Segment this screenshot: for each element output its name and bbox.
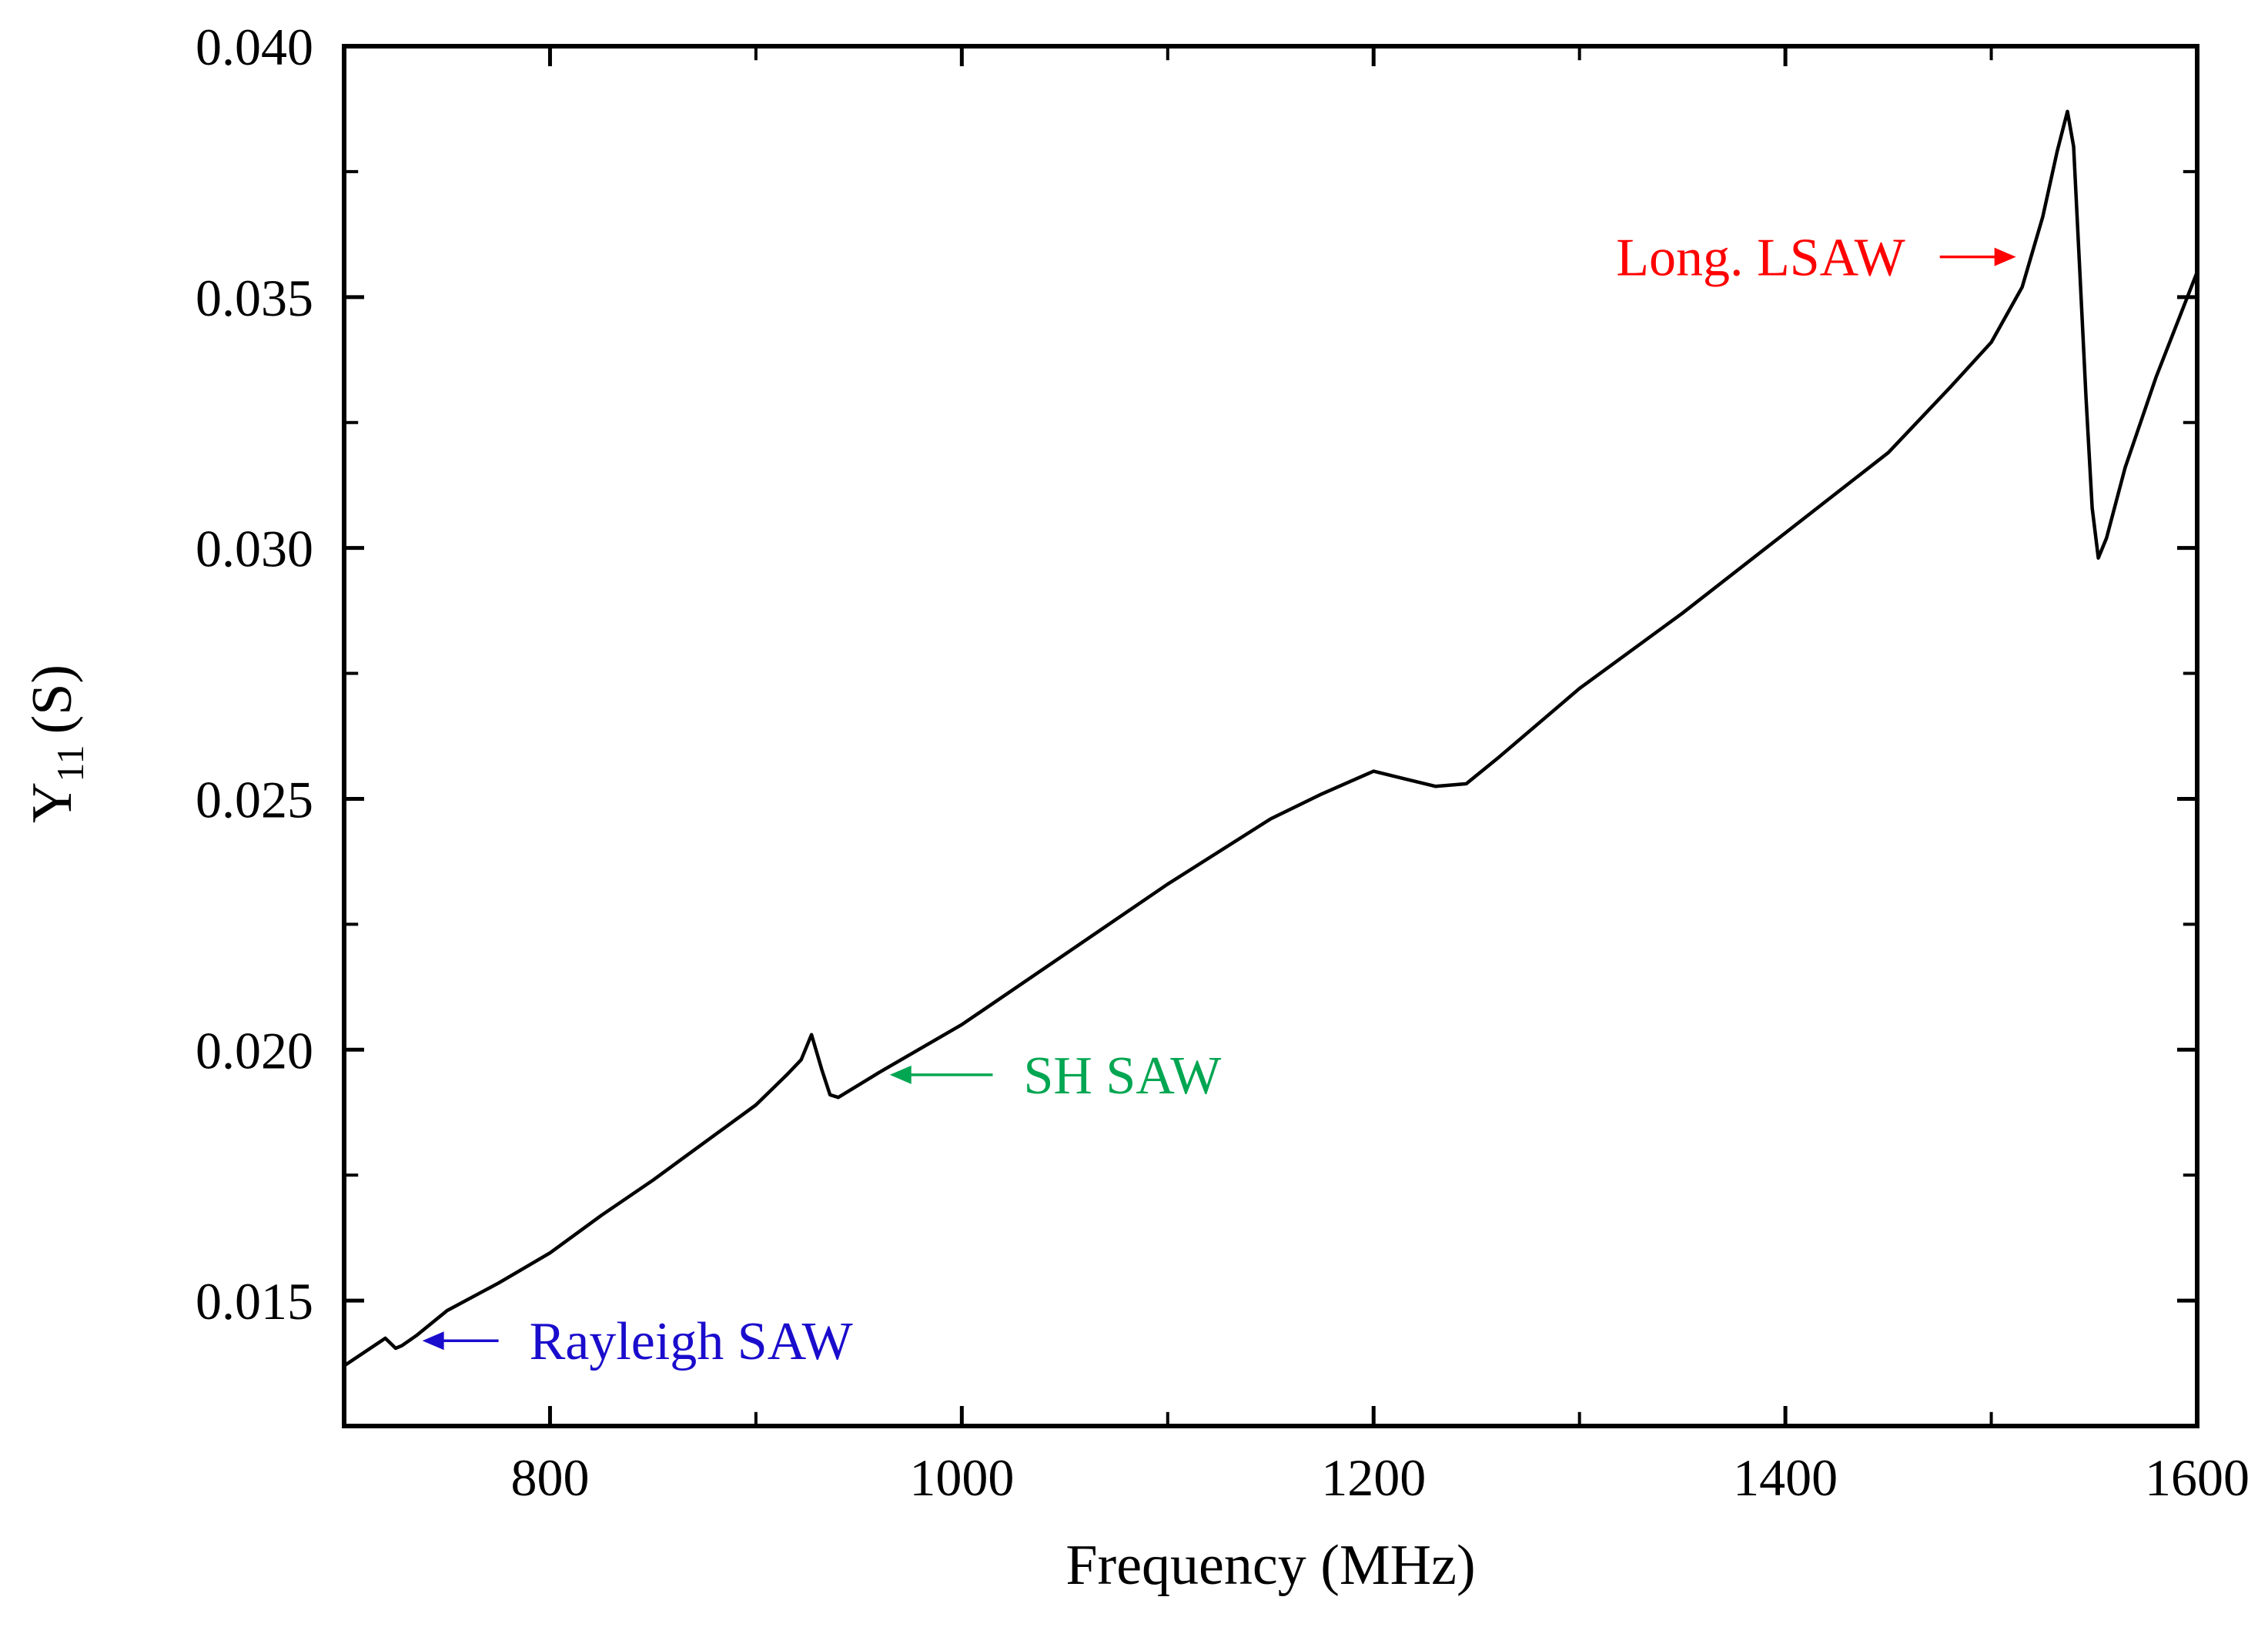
y-tick-label: 0.035 [196,269,313,327]
plot-frame [342,44,2199,1428]
annotation-arrow-head [1994,247,2016,266]
series-layer [342,109,2199,1368]
x-tick-label: 1400 [1733,1448,1838,1507]
x-tick-label: 1000 [909,1448,1014,1507]
y-axis-title-subscript: 11 [49,745,92,782]
x-tick-label: 1600 [2145,1448,2250,1507]
y-tick-label: 0.015 [196,1272,313,1331]
annotations-layer: Rayleigh SAW SH SAW Long. LSAW [422,229,2016,1371]
y-tick-label: 0.025 [196,770,313,829]
annotation-label: SH SAW [1023,1046,1221,1106]
y-axis-title-main: Y [21,782,84,823]
x-tick-label: 800 [510,1448,589,1507]
y-axis-title: Y11 (S) [21,665,92,823]
annotation-label: Long. LSAW [1616,229,1905,288]
y-tick-label: 0.020 [196,1021,313,1080]
annotation-arrow-head [422,1331,444,1351]
y-tick-label: 0.040 [196,18,313,76]
y-tick-label: 0.030 [196,520,313,578]
x-axis-title: Frequency (MHz) [1065,1534,1475,1597]
y-axis-title-unit: (S) [21,665,84,734]
series-line-y11 [342,109,2199,1368]
annotation-label: Rayleigh SAW [530,1312,853,1371]
x-tick-label: 1200 [1321,1448,1426,1507]
annotation-arrow-head [889,1065,912,1084]
ticks-layer: 0.015 0.020 0.025 0.030 0.035 0.040 800 1000 120… [196,18,2250,1507]
